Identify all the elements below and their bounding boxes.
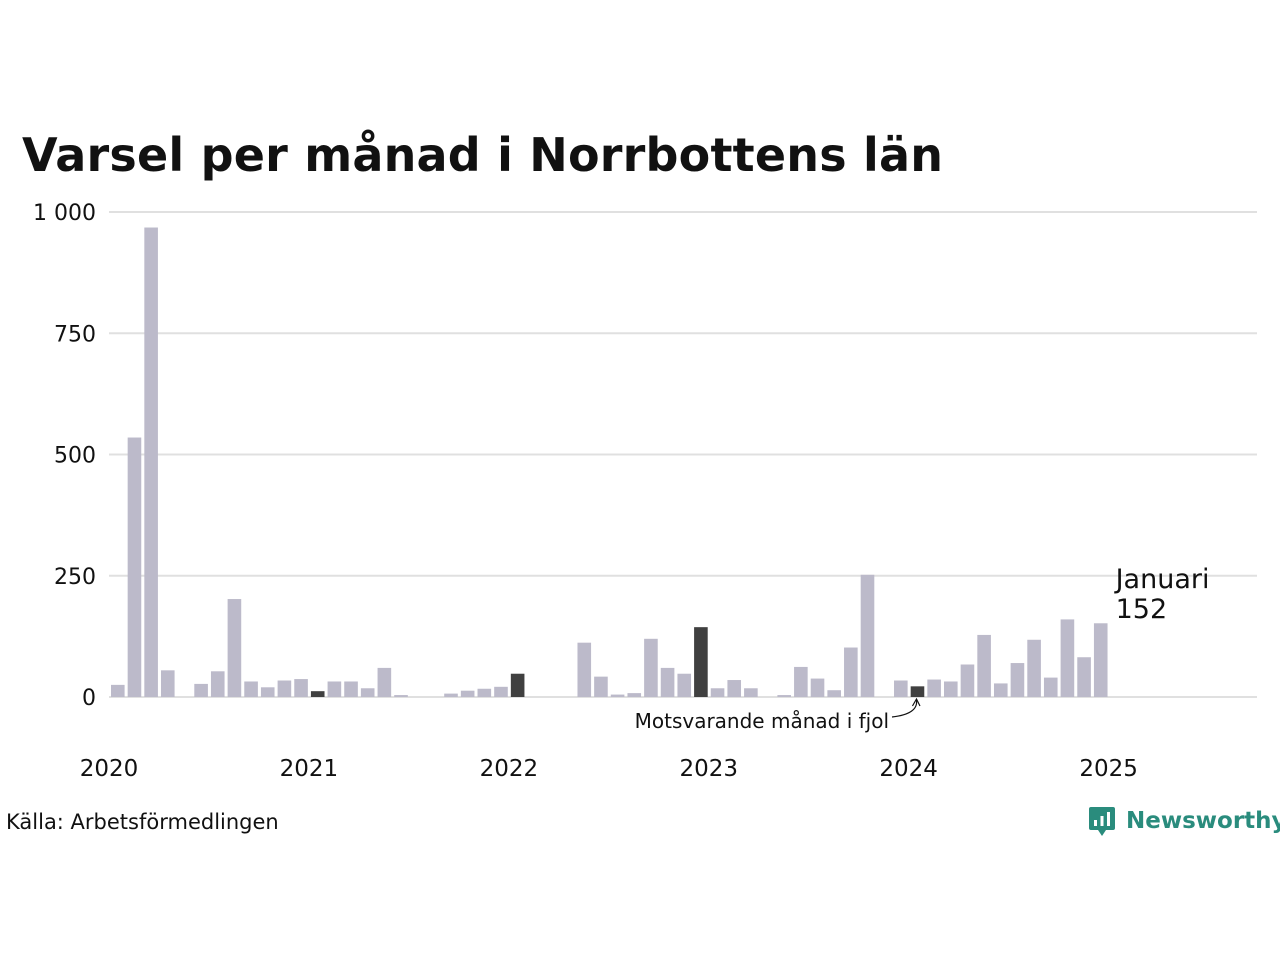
bar xyxy=(1077,657,1091,697)
highlight-value-label: 152 xyxy=(1116,594,1168,625)
bar xyxy=(294,679,308,697)
bar xyxy=(794,666,808,697)
bar xyxy=(677,673,692,697)
brand-name: Newsworthy xyxy=(1126,808,1280,834)
bar xyxy=(344,681,358,697)
bar xyxy=(744,688,758,697)
bar xyxy=(160,670,175,697)
bar xyxy=(977,634,991,697)
bar xyxy=(944,681,958,697)
bar xyxy=(644,638,658,697)
bar xyxy=(477,688,492,697)
bars xyxy=(111,227,1108,697)
bar xyxy=(993,683,1008,697)
bar xyxy=(810,678,825,697)
bar xyxy=(127,437,142,697)
bar xyxy=(210,671,225,697)
bar xyxy=(594,676,608,697)
bar xyxy=(111,684,125,697)
bar xyxy=(1027,639,1041,697)
highlight-month-label: Januari xyxy=(1114,564,1210,595)
y-tick-label: 750 xyxy=(54,322,96,347)
x-tick-label: 2025 xyxy=(1079,756,1138,782)
bar xyxy=(494,686,508,697)
x-tick-label: 2022 xyxy=(480,756,539,782)
annotation-arrowhead xyxy=(911,697,921,707)
source-note: Källa: Arbetsförmedlingen xyxy=(6,810,279,834)
bar xyxy=(777,695,791,697)
bar xyxy=(1043,677,1058,697)
bar xyxy=(1060,619,1075,697)
y-tick-label: 250 xyxy=(54,565,96,590)
bar xyxy=(860,574,875,697)
bar xyxy=(1093,623,1108,697)
comparison-annotation: Motsvarande månad i fjol xyxy=(635,709,889,733)
bar xyxy=(227,599,242,697)
bar-comparison xyxy=(910,686,925,697)
bar xyxy=(960,664,975,697)
annotation-arrow xyxy=(891,699,918,718)
bar xyxy=(627,693,642,697)
bar xyxy=(1010,663,1025,697)
bar-comparison xyxy=(310,691,325,697)
bar xyxy=(610,694,625,697)
bar xyxy=(894,680,908,697)
bar xyxy=(394,695,408,697)
bar xyxy=(444,693,458,697)
x-tick-label: 2024 xyxy=(879,756,938,782)
bar xyxy=(244,681,258,697)
x-tick-label: 2023 xyxy=(679,756,738,782)
bar-comparison xyxy=(510,673,525,697)
x-axis-ticks: 2020 2021 2022 2023 2024 2025 xyxy=(80,756,1138,782)
bar xyxy=(927,679,941,697)
bar xyxy=(327,681,342,697)
y-tick-label: 500 xyxy=(54,444,96,469)
bar xyxy=(727,680,742,697)
bar xyxy=(360,688,375,697)
chart-title: Varsel per månad i Norrbottens län xyxy=(22,128,944,182)
bar xyxy=(377,667,392,697)
y-tick-label: 1 000 xyxy=(33,201,96,226)
bar xyxy=(460,690,475,697)
y-tick-label: 0 xyxy=(82,686,96,711)
gridlines xyxy=(109,211,1257,698)
newsworthy-logo-icon xyxy=(1089,807,1115,836)
bar xyxy=(277,680,292,697)
brand-logo: Newsworthy xyxy=(1088,804,1280,838)
bar-comparison xyxy=(694,627,708,697)
bar xyxy=(194,683,208,697)
x-tick-label: 2021 xyxy=(280,756,339,782)
bar xyxy=(844,647,858,697)
bar xyxy=(710,688,725,697)
bar xyxy=(144,227,158,697)
bar xyxy=(660,667,675,697)
bar xyxy=(260,687,275,697)
bar xyxy=(577,642,592,697)
x-tick-label: 2020 xyxy=(80,756,139,782)
bar xyxy=(827,690,841,697)
y-axis-ticks: 0 250 500 750 1 000 xyxy=(33,201,96,711)
